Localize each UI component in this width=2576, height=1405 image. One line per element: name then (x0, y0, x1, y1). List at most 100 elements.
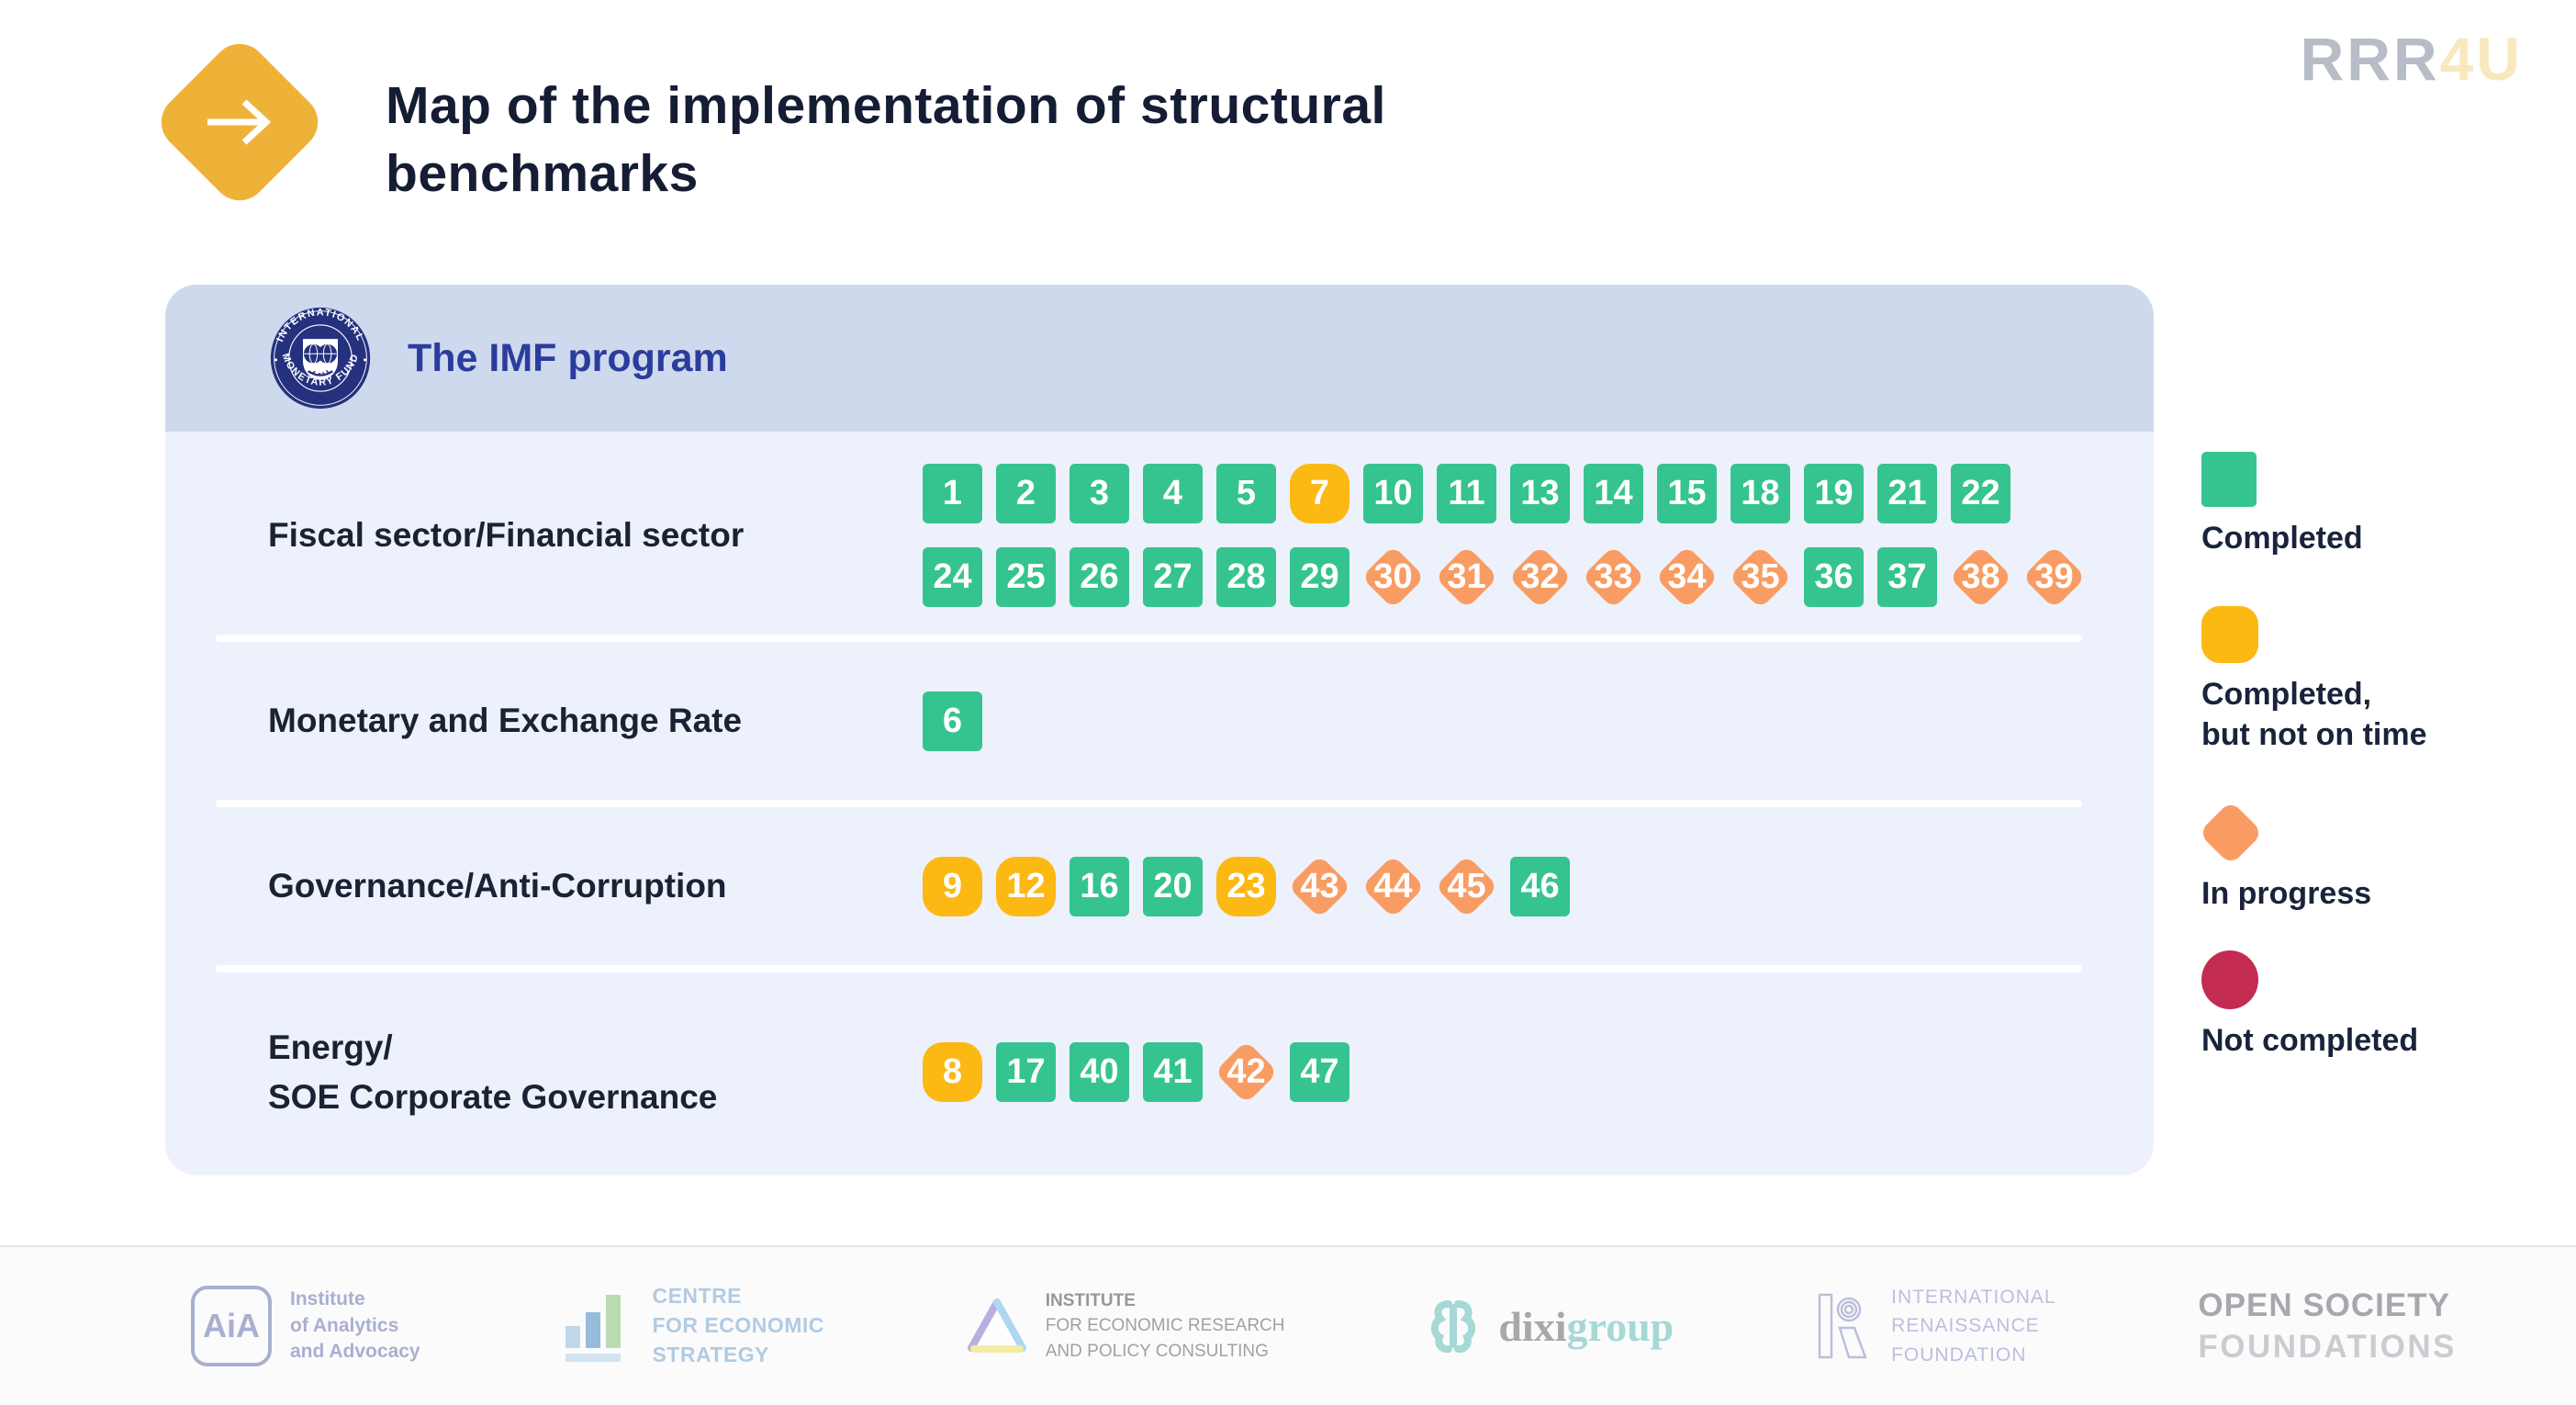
benchmark-badge-35: 35 (1730, 547, 1790, 607)
brand-accent-text: 4U (2439, 25, 2523, 93)
benchmark-badge-13: 13 (1510, 463, 1570, 523)
panel-header: INTERNATIONAL MONETARY FUND The IMF prog… (165, 285, 2154, 432)
benchmark-number: 26 (1080, 556, 1119, 596)
legend-item-late: Completed, but not on time (2201, 558, 2550, 755)
benchmark-badge-38: 38 (1951, 547, 2010, 607)
benchmark-number: 17 (1006, 1052, 1046, 1091)
badge-group: 6 (923, 691, 982, 751)
category-row: Energy/ SOE Corporate Governance 8 17 40 41 4… (165, 965, 2154, 1175)
benchmark-number: 39 (2034, 556, 2074, 596)
benchmark-badge-46: 46 (1510, 856, 1570, 916)
category-rows: Fiscal sector/Financial sector 1 2 3 4 5 7 10 11… (165, 432, 2154, 1175)
benchmark-badge-3: 3 (1070, 463, 1129, 523)
benchmark-badge-32: 32 (1510, 547, 1570, 607)
benchmark-number: 41 (1153, 1052, 1193, 1091)
legend-label: In progress (2201, 875, 2372, 911)
benchmark-number: 33 (1594, 556, 1633, 596)
benchmark-badge-14: 14 (1584, 463, 1643, 523)
benchmark-number: 29 (1300, 556, 1339, 596)
benchmark-badge-19: 19 (1804, 463, 1864, 523)
badge-line: 6 (923, 691, 982, 751)
aia-logo-icon: AiA (191, 1286, 272, 1366)
osf-logo-caption: OPEN SOCIETY FOUNDATIONS (2198, 1287, 2457, 1366)
benchmark-number: 46 (1520, 866, 1560, 905)
category-label: Energy/ SOE Corporate Governance (268, 1028, 718, 1116)
benchmark-number: 20 (1153, 866, 1193, 905)
benchmark-number: 9 (942, 866, 963, 905)
benchmark-badge-31: 31 (1437, 547, 1496, 607)
category-row: Monetary and Exchange Rate 6 (165, 635, 2154, 804)
benchmark-number: 15 (1667, 473, 1707, 512)
benchmark-number: 8 (942, 1052, 963, 1091)
logo-open-society-foundations: OPEN SOCIETY FOUNDATIONS (2198, 1285, 2457, 1368)
badge-line: 24 25 26 27 28 29 30 31 32 33 34 35 36 37 38 39 (923, 546, 2084, 607)
benchmark-number: 43 (1300, 866, 1339, 905)
category-label: Monetary and Exchange Rate (268, 702, 743, 740)
ierpc-logo-caption: INSTITUTE FOR ECONOMIC RESEARCH AND POLI… (1045, 1290, 1285, 1361)
aia-logo-caption: Institute of Analytics and Advocacy (290, 1288, 420, 1363)
benchmark-badge-40: 40 (1070, 1042, 1129, 1102)
benchmark-badge-47: 47 (1290, 1042, 1350, 1102)
benchmark-badge-9: 9 (923, 856, 982, 916)
ierpc-triangle-icon (967, 1298, 1026, 1353)
benchmark-badge-29: 29 (1290, 546, 1350, 607)
benchmark-badge-2: 2 (996, 463, 1056, 523)
badge-group: 8 17 40 41 42 47 (923, 1042, 1350, 1102)
benchmark-badge-30: 30 (1363, 547, 1423, 607)
benchmark-number: 34 (1667, 556, 1707, 596)
in-progress-swatch-icon (2201, 804, 2260, 862)
benchmark-badge-8: 8 (923, 1042, 982, 1102)
benchmark-number: 40 (1080, 1052, 1119, 1091)
benchmark-badge-34: 34 (1657, 547, 1717, 607)
benchmark-number: 30 (1373, 556, 1413, 596)
benchmark-number: 2 (1015, 473, 1036, 512)
legend-label: Completed, but not on time (2201, 677, 2427, 753)
right-arrow-icon (176, 59, 303, 185)
benchmark-number: 18 (1741, 473, 1780, 512)
category-row: Fiscal sector/Financial sector 1 2 3 4 5 7 10 11… (165, 432, 2154, 638)
benchmark-badge-17: 17 (996, 1042, 1056, 1102)
legend-item-completed: Completed (2201, 452, 2550, 558)
completed-swatch-icon (2201, 452, 2257, 507)
benchmark-badge-5: 5 (1216, 463, 1276, 523)
not-completed-swatch-icon (2201, 950, 2258, 1009)
benchmark-badge-15: 15 (1657, 463, 1717, 523)
benchmark-number: 16 (1080, 866, 1119, 905)
benchmark-number: 23 (1226, 866, 1266, 905)
benchmark-number: 22 (1961, 473, 2000, 512)
logo-international-renaissance-foundation: INTERNATIONAL RENAISSANCE FOUNDATION (1816, 1283, 2055, 1370)
legend-label: Completed (2201, 521, 2363, 556)
dixigroup-logo-text: dixigroup (1498, 1302, 1674, 1350)
benchmark-badge-1: 1 (923, 463, 982, 523)
benchmark-badge-10: 10 (1363, 463, 1423, 523)
badge-line: 8 17 40 41 42 47 (923, 1042, 1350, 1102)
category-row: Governance/Anti-Corruption 9 12 16 20 23 43 44 4… (165, 800, 2154, 969)
benchmark-number: 25 (1006, 556, 1046, 596)
benchmark-number: 6 (942, 701, 963, 740)
legend-item-in-progress: In progress (2201, 756, 2550, 914)
benchmark-badge-21: 21 (1877, 463, 1937, 523)
badge-line: 1 2 3 4 5 7 10 11 13 14 15 18 19 21 22 (923, 463, 2084, 523)
late-swatch-icon (2201, 606, 2258, 664)
benchmark-badge-6: 6 (923, 691, 982, 751)
benchmark-number: 36 (1814, 556, 1854, 596)
dixigroup-brain-icon (1431, 1300, 1476, 1354)
benchmark-badge-12: 12 (996, 856, 1056, 916)
benchmark-number: 1 (942, 473, 963, 512)
aia-logo-text: AiA (203, 1307, 260, 1344)
benchmark-badge-20: 20 (1143, 856, 1203, 916)
benchmark-badge-4: 4 (1143, 463, 1203, 523)
benchmark-badge-22: 22 (1951, 463, 2010, 523)
category-label: Governance/Anti-Corruption (268, 867, 727, 905)
benchmark-badge-45: 45 (1437, 857, 1496, 916)
benchmark-number: 45 (1447, 866, 1486, 905)
legend-label: Not completed (2201, 1022, 2419, 1058)
benchmark-number: 10 (1373, 473, 1413, 512)
imf-seal-icon: INTERNATIONAL MONETARY FUND (270, 307, 371, 410)
benchmark-number: 21 (1887, 473, 1927, 512)
benchmark-badge-23: 23 (1216, 856, 1276, 916)
benchmark-badge-16: 16 (1070, 856, 1129, 916)
benchmark-number: 7 (1309, 473, 1330, 512)
benchmark-badge-39: 39 (2024, 547, 2084, 607)
